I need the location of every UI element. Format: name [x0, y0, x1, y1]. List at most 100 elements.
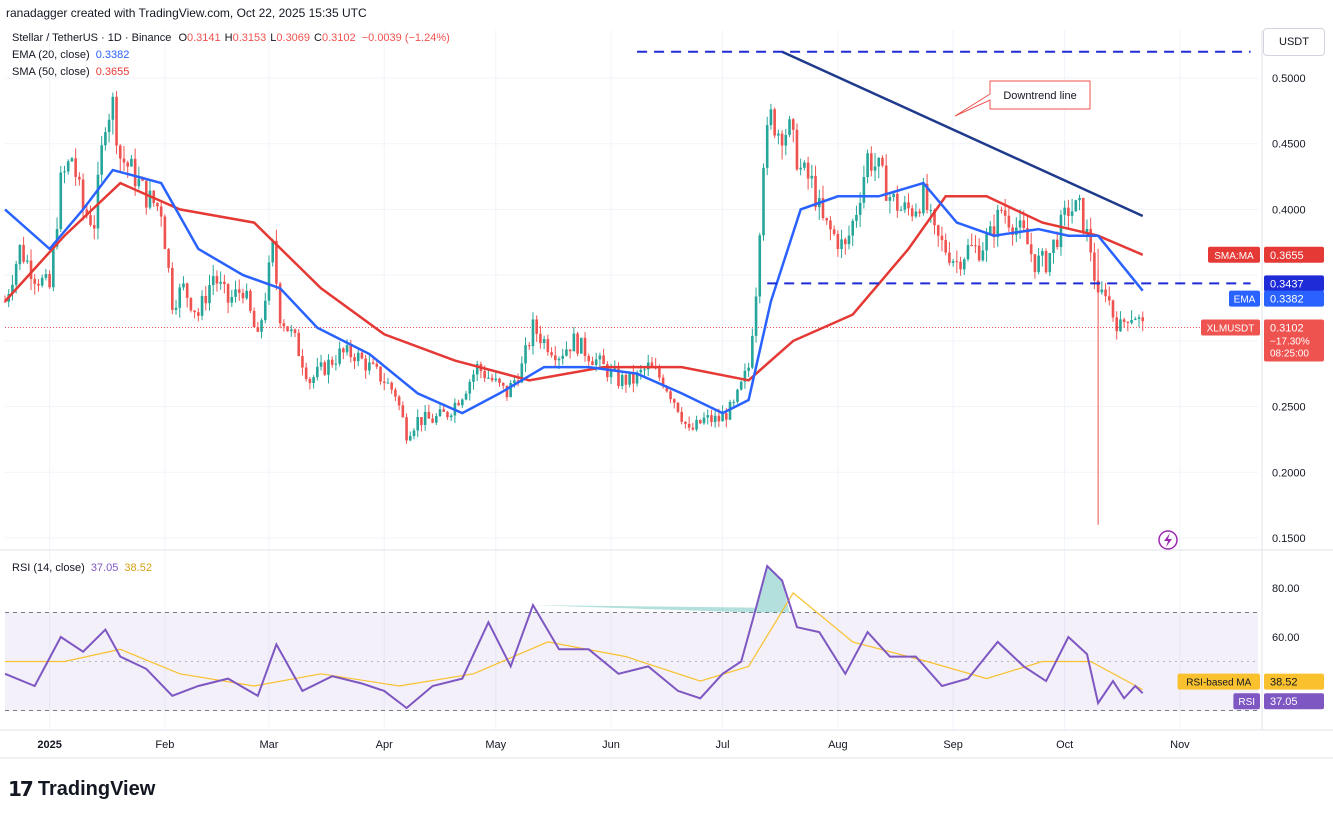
rsi-overbought-fill	[532, 565, 790, 613]
callout-box	[954, 80, 1091, 117]
candle-body	[431, 418, 434, 423]
rsi-legend[interactable]: RSI (14, close) 37.05 38.52	[12, 562, 152, 574]
candle-body	[289, 329, 293, 332]
candle-body	[1041, 251, 1044, 256]
price-tick-label: 0.5000	[1272, 73, 1306, 85]
candle-body	[866, 153, 869, 178]
price-label-box	[1264, 275, 1324, 292]
candle-body	[271, 240, 275, 263]
downtrend-callout: Downtrend line	[954, 80, 1091, 117]
candle-body	[330, 359, 334, 365]
candle-body	[672, 399, 676, 403]
candle-body	[922, 183, 925, 214]
candle-body	[907, 202, 910, 209]
candle-body	[855, 214, 858, 221]
candle-body	[174, 307, 178, 310]
candle-body	[542, 339, 546, 344]
candle-body	[219, 281, 222, 284]
sma-legend[interactable]: SMA (50, close) 0.3655	[12, 66, 129, 78]
ema-legend[interactable]: EMA (20, close) 0.3382	[12, 49, 129, 61]
candle-body	[821, 198, 825, 219]
candle-body	[1089, 228, 1092, 253]
candle-body	[1130, 319, 1133, 323]
candle-body	[936, 225, 940, 236]
candle-body	[104, 132, 107, 146]
price-tick-label: 0.4500	[1272, 139, 1306, 151]
symbol-name[interactable]: Stellar / TetherUS · 1D · Binance	[12, 32, 172, 44]
candle-body	[788, 119, 791, 135]
candle-body	[89, 215, 92, 225]
candle-body	[501, 382, 505, 386]
price-tick-label: 0.4000	[1272, 204, 1306, 216]
candle-body	[955, 261, 959, 263]
candle-body	[92, 224, 96, 229]
candle-body	[208, 285, 211, 304]
price-tick-label: 0.2500	[1272, 402, 1306, 414]
candle-body	[1000, 209, 1003, 211]
candle-body	[353, 357, 356, 362]
candle-body	[550, 352, 553, 356]
candle-body	[565, 349, 568, 356]
rsi-label-value: 37.05	[1270, 696, 1298, 708]
sma-legend-label: SMA (50, close)	[12, 66, 90, 78]
candle-body	[70, 158, 74, 162]
candle-body	[78, 176, 81, 180]
candle-body	[721, 413, 724, 422]
candle-body	[63, 171, 66, 173]
candle-body	[725, 413, 728, 420]
candle-body	[777, 133, 780, 136]
candle-body	[862, 177, 866, 203]
candle-body	[1107, 296, 1111, 301]
candle-body	[691, 427, 695, 430]
candle-body	[215, 276, 219, 284]
candle-body	[840, 239, 843, 250]
price-tick-label: 0.1500	[1272, 533, 1306, 545]
candles	[3, 91, 1145, 525]
candle-body	[226, 284, 230, 303]
candle-body	[1011, 227, 1014, 235]
candle-body	[698, 419, 702, 424]
candle-body	[832, 229, 836, 234]
candle-body	[576, 333, 579, 354]
candle-body	[256, 327, 260, 332]
time-tick-label: Oct	[1056, 739, 1073, 751]
candle-body	[602, 355, 605, 365]
candle-body	[620, 375, 624, 387]
candle-body	[762, 167, 765, 236]
candle-body	[286, 326, 289, 332]
candle-body	[810, 175, 814, 179]
candle-body	[189, 297, 193, 311]
candle-body	[52, 246, 55, 288]
tradingview-logo[interactable]: 17 TradingView	[8, 777, 155, 801]
candle-body	[951, 261, 955, 263]
price-label-sub: −17.30%	[1270, 336, 1310, 347]
candle-body	[475, 363, 479, 375]
candle-body	[375, 363, 379, 367]
candle-body	[910, 208, 914, 217]
currency-selector[interactable]: USDT	[1263, 28, 1325, 56]
candle-body	[803, 162, 806, 168]
price-label-box	[1264, 290, 1324, 307]
candle-body	[100, 145, 103, 175]
candle-body	[394, 389, 397, 397]
attribution: ranadagger created with TradingView.com,…	[6, 6, 367, 20]
candle-body	[769, 109, 773, 126]
candle-body	[334, 363, 338, 365]
candle-body	[929, 210, 933, 212]
tradingview-logo-text: TradingView	[37, 777, 156, 800]
candle-body	[609, 369, 613, 378]
candle-body	[743, 370, 747, 382]
candle-body	[996, 209, 1000, 238]
price-tick-label: 0.2000	[1272, 467, 1306, 479]
candle-body	[37, 283, 40, 286]
candle-body	[241, 292, 245, 299]
candle-body	[899, 209, 903, 211]
candle-body	[1119, 319, 1122, 332]
candle-body	[442, 409, 446, 412]
rsi-label-rsi: RSI 37.05	[1233, 693, 1324, 710]
candle-body	[524, 345, 527, 364]
time-tick-label: May	[485, 739, 506, 751]
candle-body	[472, 374, 475, 382]
candle-body	[527, 345, 531, 347]
